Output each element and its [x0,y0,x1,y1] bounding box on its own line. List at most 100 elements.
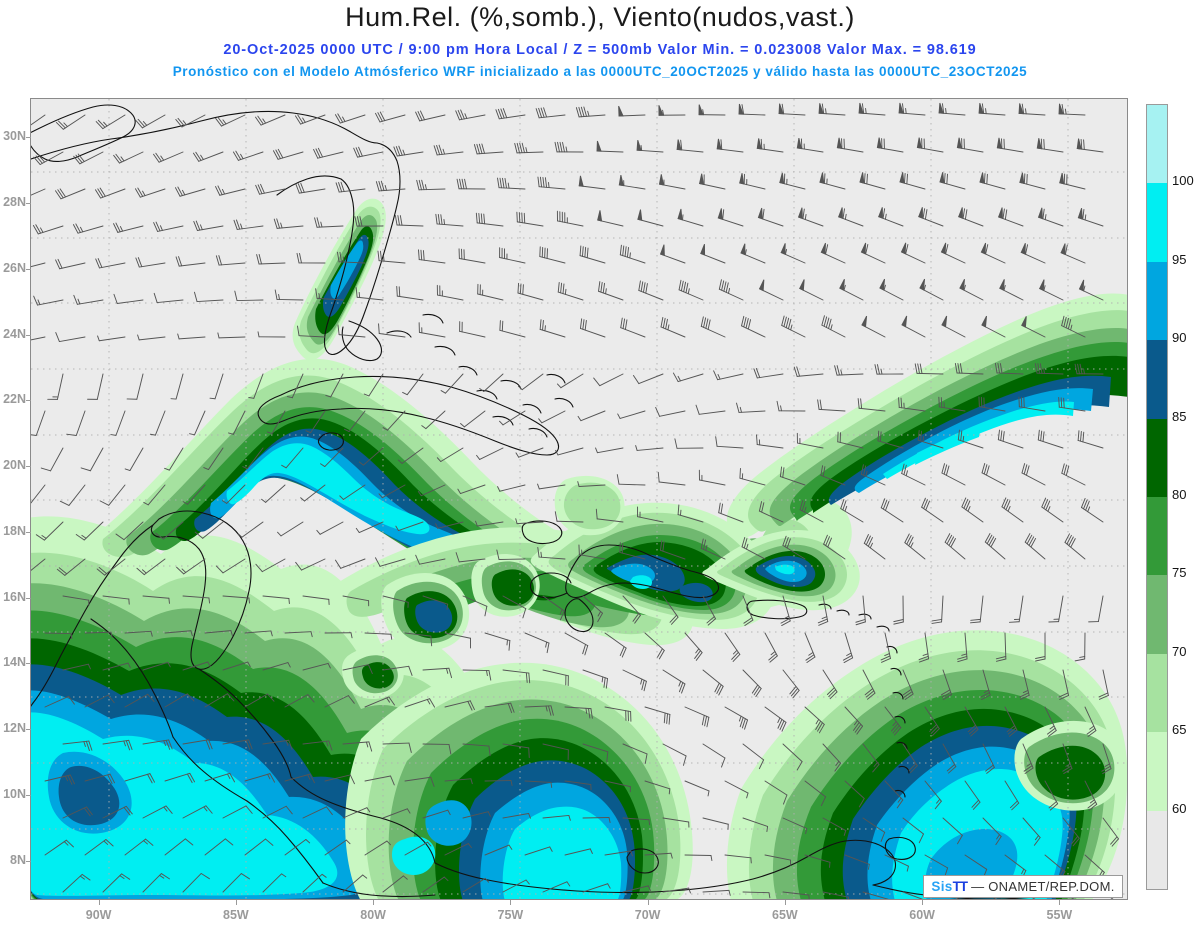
wind-barb [244,693,275,708]
wind-barb [324,774,355,785]
wind-barb [499,320,526,338]
colorbar[interactable] [1146,104,1168,890]
wind-barb [499,247,526,264]
wind-barb [821,315,846,338]
wind-barb [378,323,406,338]
wind-barb [764,780,788,805]
wind-barb [620,317,646,338]
wind-barb [793,366,824,377]
wind-barb [1018,103,1046,116]
wind-barb [1098,669,1109,700]
wind-barb [274,289,304,301]
wind-barb [604,632,627,658]
wind-barb [1080,497,1104,523]
wind-barb [296,252,326,264]
wind-barb [55,258,86,270]
wind-barb [418,322,446,338]
wind-barb [336,251,366,264]
wind-barb [203,447,224,471]
wind-barb [73,151,104,165]
wind-barb [542,595,565,621]
wind-barb [62,595,90,606]
wind-barb [479,373,504,392]
wind-barb [262,662,291,671]
wind-barb [980,242,1006,264]
wind-barb [475,212,504,227]
wind-barb [382,665,413,676]
wind-barb [95,258,126,269]
wind-barb [1019,172,1046,190]
wind-barb [931,595,944,624]
lon-label-80W: 80W [360,908,386,922]
wind-barb [619,542,646,560]
wind-barb [153,221,184,232]
wind-barb [484,844,513,856]
lat-label-16N: 16N [3,589,26,604]
wind-barb [182,661,211,671]
wind-barb [604,780,631,793]
wind-barb [143,484,166,506]
wind-barb [517,373,544,391]
wind-barb [782,891,810,899]
wind-barb [622,817,651,826]
wind-barb [862,817,886,842]
wind-barb [286,373,304,399]
wind-barb [799,499,824,523]
wind-barb [284,839,311,856]
wind-barb [1077,208,1104,227]
wind-barb [272,148,304,160]
colorbar-band-60-65 [1147,732,1167,812]
wind-barb [62,663,91,671]
wind-barb [261,484,286,503]
wind-barb [44,839,74,856]
wind-barb [917,430,944,449]
chart-subtitle-line2: Pronóstico con el Modelo Atmósferico WRF… [172,64,1028,79]
wind-barb [1058,669,1070,700]
wind-barb [834,365,864,376]
wind-barb [840,498,864,523]
lat-label-8N: 8N [10,852,26,867]
wind-barb [97,335,126,342]
lat-label-20N: 20N [3,458,26,473]
wind-barb [978,396,1006,412]
wind-barb [818,103,846,116]
wind-barb [959,278,984,301]
colorbar-tick-labels: 100 95 90 85 80 75 70 65 60 [1172,98,1200,900]
map-plot-area[interactable] [30,98,1128,900]
wind-barb [192,151,224,162]
wind-barb [839,279,864,301]
wind-barb [215,558,246,574]
wind-barb [820,465,846,486]
wind-barb [822,817,847,836]
wind-barb [444,632,471,649]
attribution-agency: — ONAMET/REP.DOM. [971,879,1115,894]
wind-barb [716,138,744,153]
wind-barb [124,447,144,471]
wind-barb [277,521,304,537]
wind-barb [382,595,409,608]
wind-barb [502,743,530,759]
wind-barb [582,743,609,762]
wind-barb [242,447,264,470]
wind-barb [542,743,569,761]
wind-barb [632,373,664,385]
wind-barb [284,773,315,784]
wind-barb [153,292,184,304]
wind-barb [395,521,424,531]
wind-barb [325,373,344,398]
wind-barb [699,173,726,190]
wind-barb [497,177,526,190]
wind-barb [182,484,206,505]
wind-barb [718,279,744,301]
wind-barb [194,521,224,539]
wind-barb [804,706,825,734]
wind-barb [302,595,330,605]
wind-barb [32,224,64,235]
wind-barb [644,852,673,859]
wind-barb [421,410,446,430]
wind-barb [353,146,384,158]
wind-barb [134,187,166,198]
colorbar-band-75-80 [1147,497,1167,576]
wind-barb [95,114,126,130]
wind-barb [313,147,344,159]
